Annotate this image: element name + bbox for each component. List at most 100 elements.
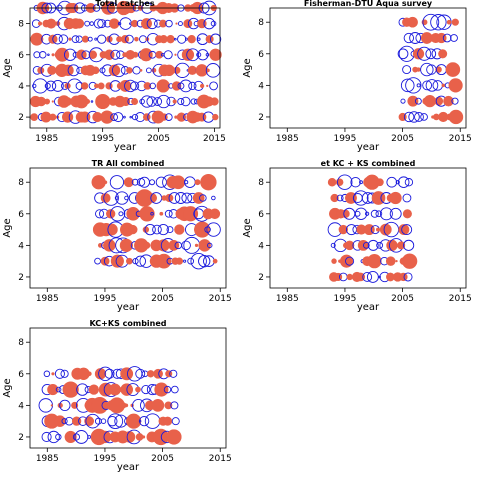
negative-residual-bubble bbox=[80, 82, 89, 90]
positive-residual-bubble bbox=[114, 196, 119, 200]
y-tick-label: 2 bbox=[18, 273, 24, 283]
negative-residual-bubble bbox=[416, 67, 421, 72]
positive-residual-bubble bbox=[359, 180, 363, 185]
positive-residual-bubble bbox=[97, 34, 107, 44]
negative-residual-bubble bbox=[451, 18, 459, 26]
plot-frame bbox=[29, 327, 227, 449]
positive-residual-bubble bbox=[375, 210, 383, 218]
negative-residual-bubble bbox=[44, 98, 51, 105]
positive-residual-bubble bbox=[144, 223, 156, 236]
positive-residual-bubble bbox=[76, 383, 89, 396]
negative-residual-bubble bbox=[200, 83, 205, 89]
x-tick-label: 2015 bbox=[203, 134, 226, 144]
y-tick-label: 8 bbox=[18, 20, 24, 30]
positive-residual-bubble bbox=[401, 224, 413, 236]
negative-residual-bubble bbox=[375, 178, 384, 187]
negative-residual-bubble bbox=[386, 239, 398, 252]
negative-residual-bubble bbox=[100, 110, 114, 124]
plot-frame bbox=[29, 7, 221, 129]
negative-residual-bubble bbox=[142, 435, 146, 439]
y-tick-label: 8 bbox=[18, 178, 24, 188]
y-tick-label: 4 bbox=[258, 241, 264, 251]
positive-residual-bubble bbox=[164, 113, 173, 121]
positive-residual-bubble bbox=[199, 194, 207, 202]
positive-residual-bubble bbox=[405, 77, 422, 94]
positive-residual-bubble bbox=[187, 257, 195, 265]
x-tick-label: 1985 bbox=[35, 134, 58, 144]
positive-residual-bubble bbox=[124, 34, 134, 44]
positive-residual-bubble bbox=[420, 62, 434, 77]
negative-residual-bubble bbox=[181, 48, 195, 61]
positive-residual-bubble bbox=[60, 369, 69, 378]
positive-residual-bubble bbox=[152, 224, 162, 235]
negative-residual-bubble bbox=[76, 49, 87, 60]
negative-residual-bubble bbox=[399, 272, 408, 282]
y-tick-label: 8 bbox=[18, 338, 24, 348]
y-axis-label: Age bbox=[2, 378, 13, 397]
negative-residual-bubble bbox=[51, 372, 55, 376]
positive-residual-bubble bbox=[124, 79, 137, 93]
positive-residual-bubble bbox=[146, 67, 152, 74]
y-tick-label: 4 bbox=[18, 401, 24, 411]
negative-residual-bubble bbox=[331, 258, 337, 264]
positive-residual-bubble bbox=[90, 100, 94, 103]
positive-residual-bubble bbox=[87, 36, 93, 42]
negative-residual-bubble bbox=[88, 50, 98, 59]
bubbles bbox=[91, 174, 221, 270]
negative-residual-bubble bbox=[87, 371, 92, 377]
positive-residual-bubble bbox=[184, 37, 188, 41]
negative-residual-bubble bbox=[103, 180, 108, 184]
negative-residual-bubble bbox=[85, 98, 91, 105]
y-tick-label: 6 bbox=[18, 51, 24, 61]
negative-residual-bubble bbox=[153, 368, 163, 379]
negative-residual-bubble bbox=[448, 109, 464, 125]
negative-residual-bubble bbox=[88, 384, 100, 395]
negative-residual-bubble bbox=[68, 37, 72, 41]
positive-residual-bubble bbox=[146, 96, 157, 107]
positive-residual-bubble bbox=[397, 48, 409, 60]
negative-residual-bubble bbox=[182, 206, 199, 222]
positive-residual-bubble bbox=[72, 433, 80, 441]
negative-residual-bubble bbox=[132, 51, 139, 58]
negative-residual-bubble bbox=[156, 79, 170, 93]
x-axis-label: year bbox=[117, 462, 140, 473]
positive-residual-bubble bbox=[353, 190, 369, 206]
negative-residual-bubble bbox=[341, 209, 350, 218]
positive-residual-bubble bbox=[134, 255, 147, 267]
negative-residual-bubble bbox=[166, 34, 175, 44]
positive-residual-bubble bbox=[183, 259, 187, 263]
positive-residual-bubble bbox=[170, 385, 179, 394]
negative-residual-bubble bbox=[123, 431, 136, 443]
x-axis-label: year bbox=[114, 142, 137, 153]
negative-residual-bubble bbox=[49, 113, 57, 121]
positive-residual-bubble bbox=[198, 254, 211, 268]
negative-residual-bubble bbox=[47, 65, 57, 75]
positive-residual-bubble bbox=[163, 50, 173, 60]
negative-residual-bubble bbox=[211, 180, 215, 185]
panel-title: Fisherman-DTU Aqua survey bbox=[304, 0, 433, 8]
positive-residual-bubble bbox=[211, 195, 216, 201]
positive-residual-bubble bbox=[398, 45, 415, 62]
y-axis-label: Age bbox=[2, 58, 13, 77]
positive-residual-bubble bbox=[93, 18, 104, 29]
positive-residual-bubble bbox=[32, 83, 37, 89]
negative-residual-bubble bbox=[339, 254, 354, 268]
positive-residual-bubble bbox=[414, 112, 424, 122]
positive-residual-bubble bbox=[107, 413, 124, 429]
negative-residual-bubble bbox=[407, 95, 419, 107]
negative-residual-bubble bbox=[154, 382, 169, 397]
positive-residual-bubble bbox=[417, 46, 432, 61]
negative-residual-bubble bbox=[91, 66, 100, 75]
negative-residual-bubble bbox=[128, 224, 138, 235]
positive-residual-bubble bbox=[209, 81, 218, 91]
positive-residual-bubble bbox=[111, 63, 126, 78]
negative-residual-bubble bbox=[131, 98, 139, 105]
positive-residual-bubble bbox=[45, 80, 57, 92]
negative-residual-bubble bbox=[135, 433, 144, 441]
positive-residual-bubble bbox=[389, 207, 402, 220]
positive-residual-bubble bbox=[354, 207, 368, 220]
y-tick-label: 2 bbox=[18, 433, 24, 443]
x-tick-label: 1985 bbox=[276, 294, 299, 304]
positive-residual-bubble bbox=[337, 174, 353, 190]
